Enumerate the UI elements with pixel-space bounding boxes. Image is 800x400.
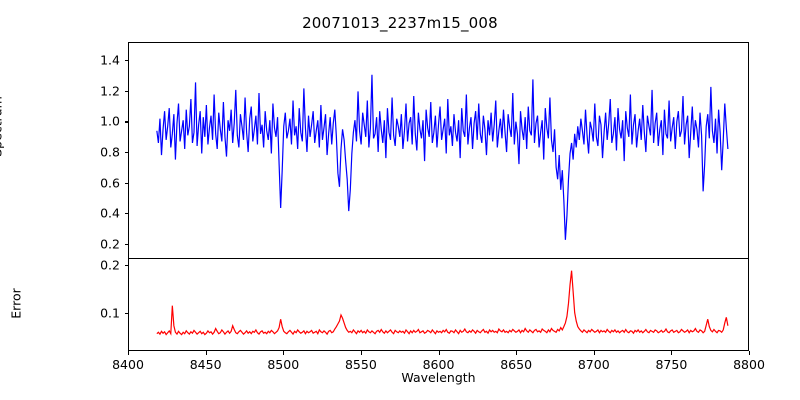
x-tick-label: 8650 <box>500 357 533 372</box>
spectrum-y-tick-label: 1.4 <box>100 52 120 68</box>
x-tick-mark <box>438 351 440 355</box>
spectrum-trace <box>157 75 728 240</box>
error-y-tick-mark <box>124 265 128 267</box>
x-tick-label: 8700 <box>577 357 610 372</box>
spectrum-y-tick-mark <box>124 243 128 245</box>
x-axis-label: Wavelength <box>401 370 476 385</box>
x-tick-mark <box>593 351 595 355</box>
spectrum-y-tick-mark <box>124 121 128 123</box>
x-tick-label: 8750 <box>655 357 688 372</box>
x-tick-mark <box>283 351 285 355</box>
error-y-tick-mark <box>124 312 128 314</box>
figure-title: 20071013_2237m15_008 <box>302 14 498 32</box>
spectrum-y-tick-label: 0.2 <box>100 236 120 252</box>
spectrum-line-series <box>129 43 748 258</box>
spectrum-y-axis-label: Spectrum <box>0 96 5 157</box>
spectrum-y-tick-label: 1.0 <box>100 113 120 129</box>
x-tick-mark <box>128 351 130 355</box>
spectrum-y-tick-label: 0.8 <box>100 144 120 160</box>
x-tick-mark <box>516 351 518 355</box>
spectrum-y-tick-label: 0.6 <box>100 175 120 191</box>
x-tick-label: 8500 <box>267 357 300 372</box>
spectrum-y-tick-label: 1.2 <box>100 83 120 99</box>
x-tick-label: 8800 <box>733 357 765 372</box>
x-tick-mark <box>671 351 673 355</box>
spectrum-y-tick-mark <box>124 60 128 62</box>
x-tick-mark <box>360 351 362 355</box>
error-line-series <box>129 259 748 350</box>
x-tick-mark <box>749 351 751 355</box>
spectrum-y-tick-mark <box>124 213 128 215</box>
spectrum-y-tick-mark <box>124 90 128 92</box>
spectrum-y-tick-mark <box>124 182 128 184</box>
x-tick-label: 8450 <box>189 357 222 372</box>
error-y-axis-label: Error <box>8 288 24 319</box>
error-y-tick-label: 0.2 <box>100 257 120 273</box>
spectrum-y-tick-label: 0.4 <box>100 205 120 221</box>
spectrum-panel <box>128 42 749 259</box>
x-tick-mark <box>205 351 207 355</box>
error-trace <box>157 271 728 335</box>
x-tick-label: 8550 <box>344 357 377 372</box>
x-tick-label: 8600 <box>422 357 455 372</box>
spectrum-y-tick-mark <box>124 152 128 154</box>
x-tick-label: 8400 <box>112 357 144 372</box>
error-panel <box>128 258 749 351</box>
error-y-tick-label: 0.1 <box>100 305 120 321</box>
